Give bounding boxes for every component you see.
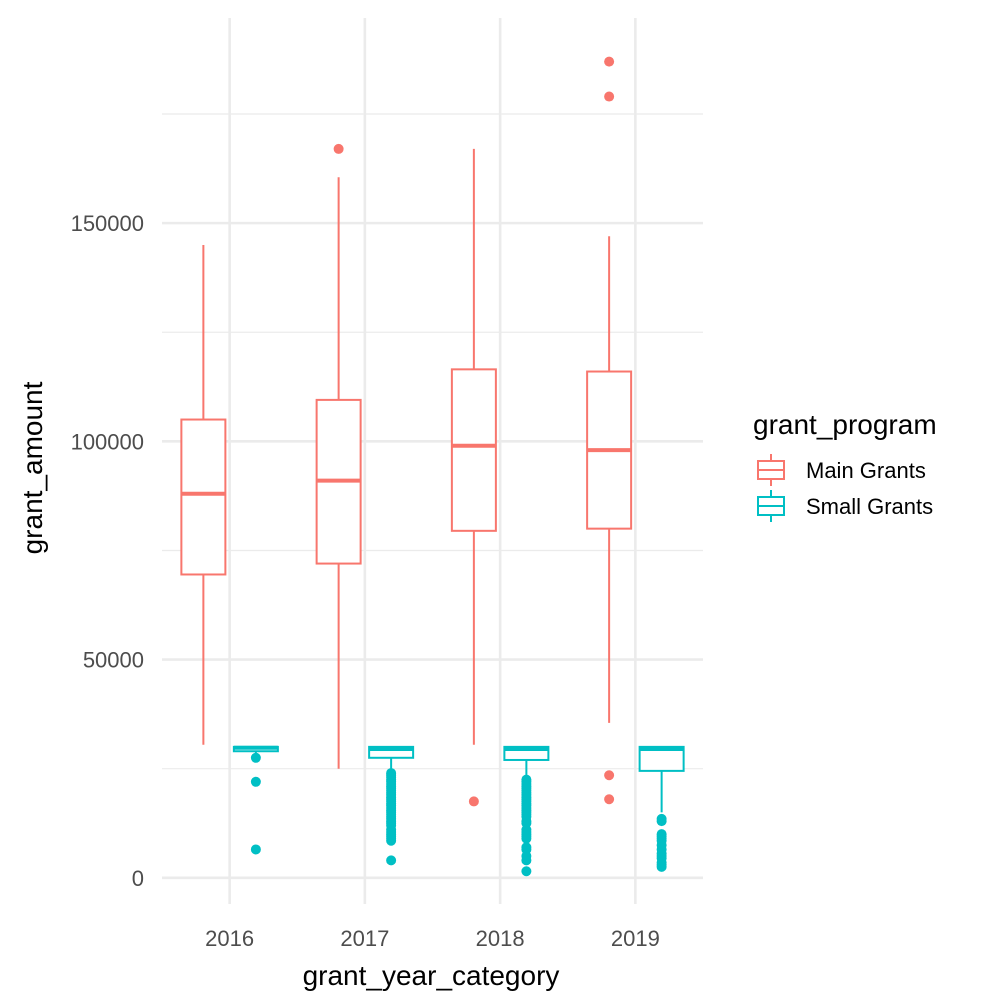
box-small-grants-2019	[638, 745, 685, 872]
legend: grant_program Main Grants Small Grants	[753, 409, 937, 522]
y-tick-label: 100000	[71, 429, 144, 454]
box-small-grants-2016	[232, 745, 279, 855]
outlier-point	[521, 866, 532, 877]
legend-title: grant_program	[753, 409, 937, 440]
outlier-point	[386, 855, 397, 866]
outlier-point	[250, 752, 261, 763]
outlier-point	[250, 776, 261, 787]
box-iqr	[450, 368, 497, 532]
outlier-point	[250, 844, 261, 855]
y-tick-label: 50000	[83, 648, 144, 673]
outlier-point	[333, 143, 344, 154]
x-axis-title: grant_year_category	[303, 960, 560, 991]
box-series	[180, 56, 685, 877]
box-main-grants-2017	[315, 143, 362, 769]
outlier-point	[604, 56, 615, 67]
outlier-point	[604, 91, 615, 102]
legend-entry-main-grants: Main Grants	[757, 454, 926, 486]
box-main-grants-2019	[586, 56, 633, 805]
y-axis-tick-labels: 0 50000 100000 150000	[71, 211, 144, 891]
x-tick-label-2018: 2018	[476, 926, 525, 951]
legend-label: Main Grants	[806, 458, 926, 483]
x-axis-tick-labels: 2016 2017 2018 2019	[205, 926, 660, 951]
y-axis-title: grant_amount	[17, 381, 48, 554]
outlier-point	[604, 794, 615, 805]
outlier-point	[468, 796, 479, 807]
y-tick-label: 0	[132, 866, 144, 891]
x-tick-label-2017: 2017	[340, 926, 389, 951]
outlier-point	[656, 861, 667, 872]
outlier-point	[604, 770, 615, 781]
box-iqr	[368, 745, 415, 759]
y-tick-label: 150000	[71, 211, 144, 236]
box-small-grants-2017	[368, 745, 415, 866]
x-tick-label-2019: 2019	[611, 926, 660, 951]
box-main-grants-2016	[180, 244, 227, 745]
outlier-point	[521, 855, 532, 866]
x-tick-label-2016: 2016	[205, 926, 254, 951]
legend-label: Small Grants	[806, 494, 933, 519]
box-iqr	[180, 418, 227, 576]
major-gridlines	[162, 18, 703, 904]
legend-entry-small-grants: Small Grants	[757, 490, 933, 522]
outlier-point	[521, 833, 532, 844]
box-main-grants-2018	[450, 148, 497, 807]
outlier-point	[656, 816, 667, 827]
minor-gridlines	[162, 113, 703, 770]
outlier-point	[386, 835, 397, 846]
box-small-grants-2018	[503, 745, 550, 877]
